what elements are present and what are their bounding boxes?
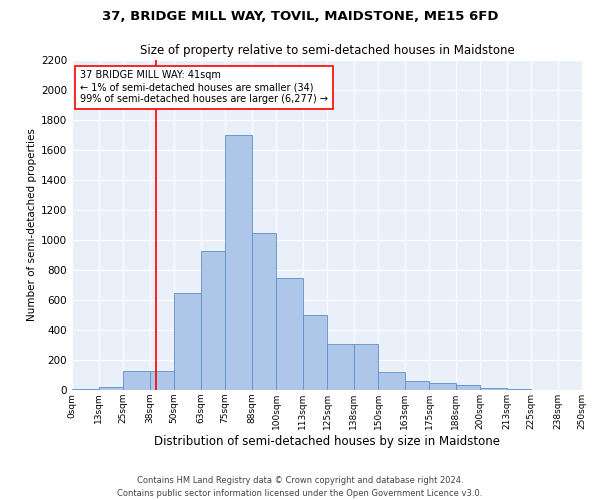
Bar xyxy=(302,315,327,390)
Text: 37, BRIDGE MILL WAY, TOVIL, MAIDSTONE, ME15 6FD: 37, BRIDGE MILL WAY, TOVIL, MAIDSTONE, M… xyxy=(102,10,498,23)
Bar xyxy=(455,385,480,390)
Bar xyxy=(378,372,404,390)
Bar xyxy=(429,383,455,390)
Bar xyxy=(200,250,225,390)
Bar xyxy=(72,389,98,390)
Bar xyxy=(276,278,302,390)
Bar xyxy=(251,232,276,390)
Bar xyxy=(149,370,174,390)
Bar xyxy=(123,370,149,390)
Title: Size of property relative to semi-detached houses in Maidstone: Size of property relative to semi-detach… xyxy=(140,44,514,58)
Bar xyxy=(327,344,353,390)
Bar xyxy=(225,135,251,390)
Bar xyxy=(506,389,531,390)
Y-axis label: Number of semi-detached properties: Number of semi-detached properties xyxy=(27,128,37,322)
X-axis label: Distribution of semi-detached houses by size in Maidstone: Distribution of semi-detached houses by … xyxy=(154,434,500,448)
Bar xyxy=(353,344,378,390)
Text: 37 BRIDGE MILL WAY: 41sqm
← 1% of semi-detached houses are smaller (34)
99% of s: 37 BRIDGE MILL WAY: 41sqm ← 1% of semi-d… xyxy=(80,70,328,104)
Bar xyxy=(98,387,123,390)
Bar xyxy=(480,388,506,390)
Bar xyxy=(404,381,429,390)
Bar xyxy=(174,292,200,390)
Text: Contains HM Land Registry data © Crown copyright and database right 2024.
Contai: Contains HM Land Registry data © Crown c… xyxy=(118,476,482,498)
